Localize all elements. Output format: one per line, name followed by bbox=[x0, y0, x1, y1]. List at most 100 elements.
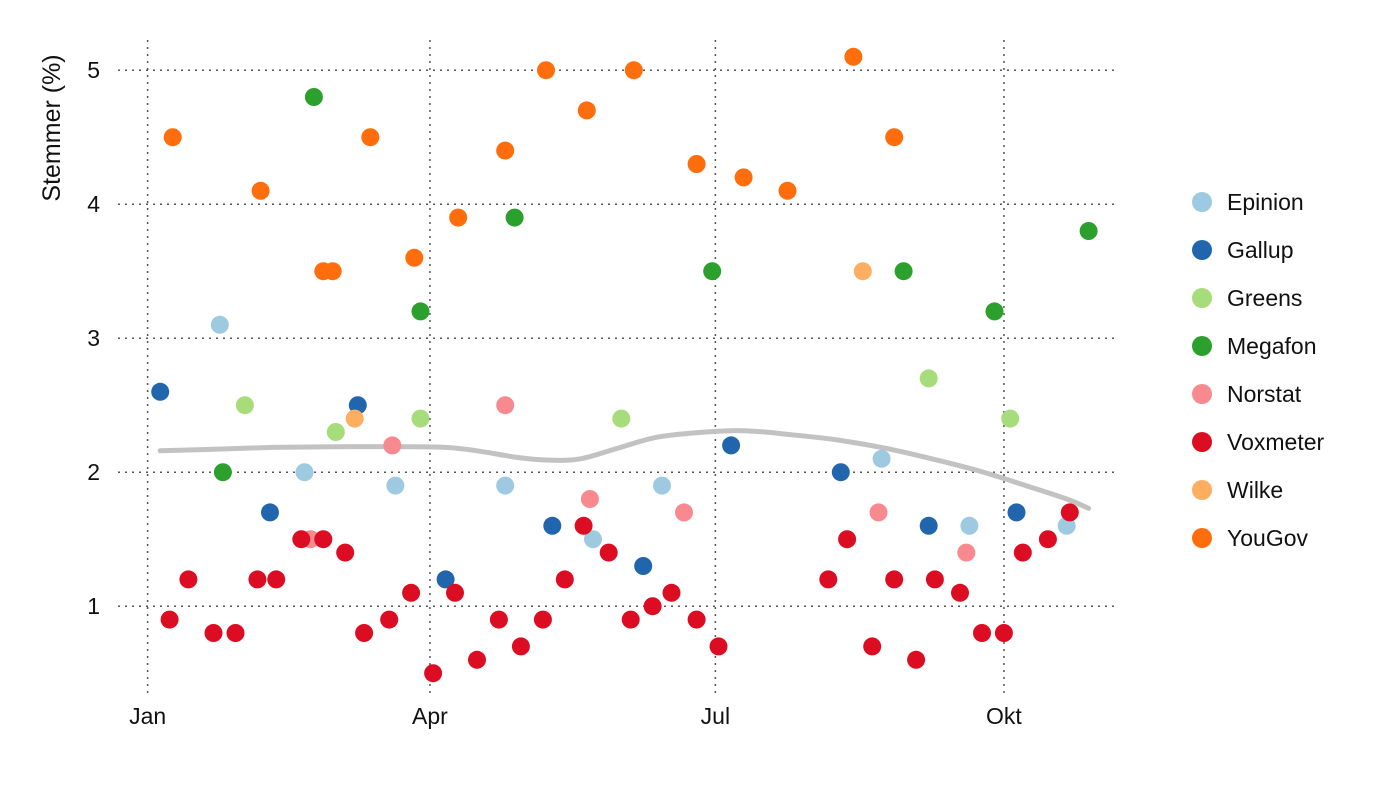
point-gallup-7 bbox=[831, 463, 850, 482]
point-voxmeter-8 bbox=[336, 543, 355, 562]
point-voxmeter-14 bbox=[468, 650, 486, 669]
point-voxmeter-11 bbox=[402, 583, 421, 602]
grid bbox=[118, 40, 1118, 698]
point-voxmeter-19 bbox=[574, 516, 593, 535]
point-voxmeter-10 bbox=[380, 610, 399, 629]
point-voxmeter-0 bbox=[160, 610, 179, 629]
point-yougov-1 bbox=[251, 181, 270, 200]
legend-label-norstat: Norstat bbox=[1227, 381, 1302, 407]
point-voxmeter-26 bbox=[819, 570, 838, 589]
point-greens-2 bbox=[411, 409, 430, 428]
legend-item-yougov: YouGov bbox=[1192, 525, 1308, 551]
point-wilke-0 bbox=[345, 409, 364, 428]
legend-label-epinion: Epinion bbox=[1227, 189, 1304, 215]
series-norstat bbox=[301, 396, 976, 562]
point-megafon-4 bbox=[703, 262, 722, 281]
point-epinion-8 bbox=[1057, 516, 1076, 535]
point-voxmeter-1 bbox=[179, 570, 198, 589]
point-voxmeter-30 bbox=[907, 650, 926, 669]
series-gallup bbox=[151, 382, 1026, 589]
series-megafon bbox=[213, 88, 1098, 482]
point-greens-0 bbox=[235, 396, 254, 415]
legend-label-megafon: Megafon bbox=[1227, 333, 1317, 359]
x-tick-label-0: Jan bbox=[129, 703, 166, 729]
point-megafon-1 bbox=[304, 88, 323, 106]
point-voxmeter-18 bbox=[555, 570, 574, 589]
point-epinion-6 bbox=[872, 449, 891, 468]
point-voxmeter-37 bbox=[1060, 503, 1079, 522]
point-epinion-2 bbox=[386, 476, 405, 495]
point-voxmeter-9 bbox=[355, 624, 374, 642]
legend-item-greens: Greens bbox=[1192, 285, 1302, 311]
legend-item-epinion: Epinion bbox=[1192, 189, 1304, 215]
point-gallup-2 bbox=[348, 396, 367, 415]
point-voxmeter-31 bbox=[925, 570, 944, 589]
legend-label-yougov: YouGov bbox=[1227, 525, 1308, 551]
point-megafon-7 bbox=[1079, 222, 1098, 240]
point-yougov-8 bbox=[537, 61, 555, 80]
point-greens-3 bbox=[612, 409, 631, 428]
point-voxmeter-16 bbox=[511, 637, 530, 656]
point-voxmeter-28 bbox=[863, 637, 882, 656]
x-tick-label-2: Jul bbox=[701, 703, 730, 729]
point-voxmeter-32 bbox=[951, 583, 969, 602]
point-voxmeter-20 bbox=[599, 543, 618, 562]
point-gallup-0 bbox=[151, 382, 170, 401]
point-yougov-6 bbox=[449, 208, 468, 227]
legend-item-voxmeter: Voxmeter bbox=[1192, 429, 1324, 455]
point-yougov-9 bbox=[577, 101, 596, 120]
point-epinion-0 bbox=[210, 315, 229, 334]
series-greens bbox=[235, 369, 1020, 441]
point-megafon-2 bbox=[411, 302, 430, 321]
point-yougov-12 bbox=[734, 168, 753, 187]
point-greens-5 bbox=[1001, 409, 1020, 428]
point-yougov-3 bbox=[323, 262, 342, 281]
point-voxmeter-35 bbox=[1013, 543, 1032, 562]
point-norstat-6 bbox=[957, 543, 976, 562]
series-wilke bbox=[345, 262, 872, 428]
point-epinion-1 bbox=[295, 463, 314, 482]
point-voxmeter-5 bbox=[267, 570, 286, 589]
legend-swatch-megafon bbox=[1192, 336, 1212, 356]
point-yougov-13 bbox=[778, 181, 797, 200]
point-gallup-9 bbox=[1007, 503, 1026, 522]
legend-swatch-epinion bbox=[1192, 192, 1212, 212]
point-voxmeter-22 bbox=[643, 597, 662, 616]
legend-item-gallup: Gallup bbox=[1192, 237, 1293, 263]
point-voxmeter-29 bbox=[885, 570, 904, 589]
point-voxmeter-27 bbox=[838, 530, 857, 549]
point-norstat-2 bbox=[496, 396, 515, 415]
x-tick-label-1: Apr bbox=[412, 703, 448, 729]
trend bbox=[157, 428, 1092, 511]
legend-swatch-yougov bbox=[1192, 528, 1212, 548]
point-greens-1 bbox=[326, 423, 345, 441]
axes: Jan Apr Jul Okt 1 2 3 4 5 bbox=[87, 57, 1022, 729]
point-voxmeter-23 bbox=[662, 583, 681, 602]
point-norstat-4 bbox=[675, 503, 693, 522]
point-megafon-0 bbox=[213, 463, 232, 482]
legend-swatch-greens bbox=[1192, 288, 1212, 308]
legend-swatch-wilke bbox=[1192, 480, 1212, 500]
x-tick-label-3: Okt bbox=[986, 703, 1022, 729]
point-wilke-1 bbox=[853, 262, 872, 281]
point-yougov-15 bbox=[885, 128, 904, 147]
point-yougov-5 bbox=[405, 248, 424, 267]
point-voxmeter-3 bbox=[226, 624, 245, 642]
point-voxmeter-15 bbox=[489, 610, 508, 629]
point-yougov-11 bbox=[687, 155, 706, 173]
legend-label-voxmeter: Voxmeter bbox=[1227, 429, 1324, 455]
point-gallup-1 bbox=[261, 503, 279, 522]
y-tick-label-4: 5 bbox=[87, 57, 100, 83]
data-points bbox=[151, 47, 1098, 683]
legend: Epinion Gallup Greens Megafon Norstat Voxmete… bbox=[1192, 189, 1324, 551]
point-yougov-10 bbox=[624, 61, 643, 80]
point-megafon-3 bbox=[505, 208, 524, 227]
point-voxmeter-13 bbox=[446, 583, 464, 602]
point-voxmeter-2 bbox=[204, 624, 223, 642]
point-gallup-3 bbox=[436, 570, 455, 589]
point-norstat-5 bbox=[869, 503, 888, 522]
point-voxmeter-6 bbox=[292, 530, 311, 549]
point-voxmeter-17 bbox=[533, 610, 552, 629]
y-axis-title: Stemmer (%) bbox=[38, 54, 66, 201]
